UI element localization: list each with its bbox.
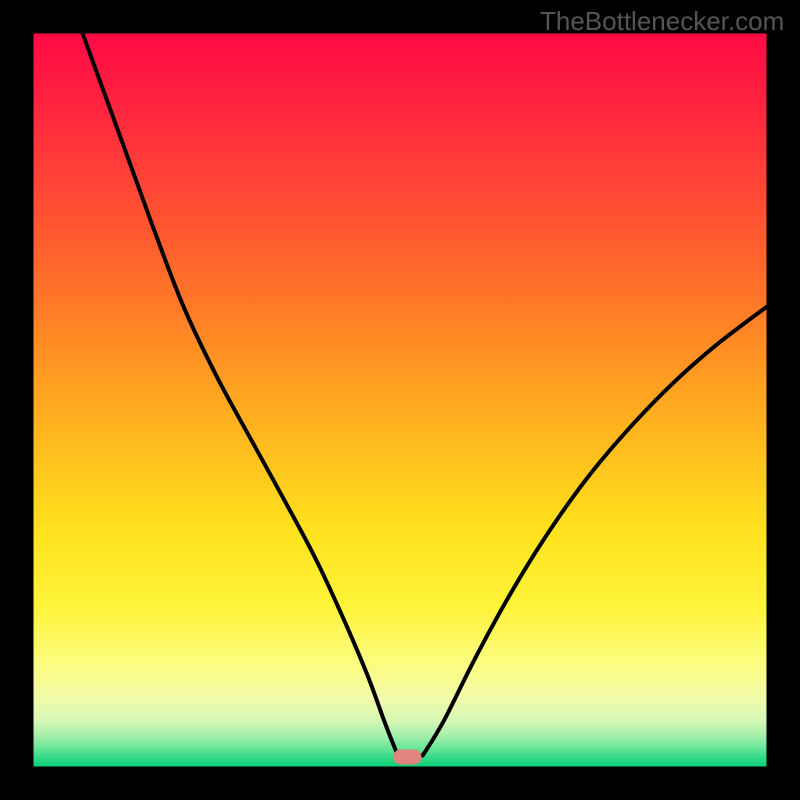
watermark-text: TheBottlenecker.com (540, 6, 784, 37)
chart-svg (0, 0, 800, 800)
chart-canvas: TheBottlenecker.com (0, 0, 800, 800)
optimal-marker (393, 749, 421, 764)
